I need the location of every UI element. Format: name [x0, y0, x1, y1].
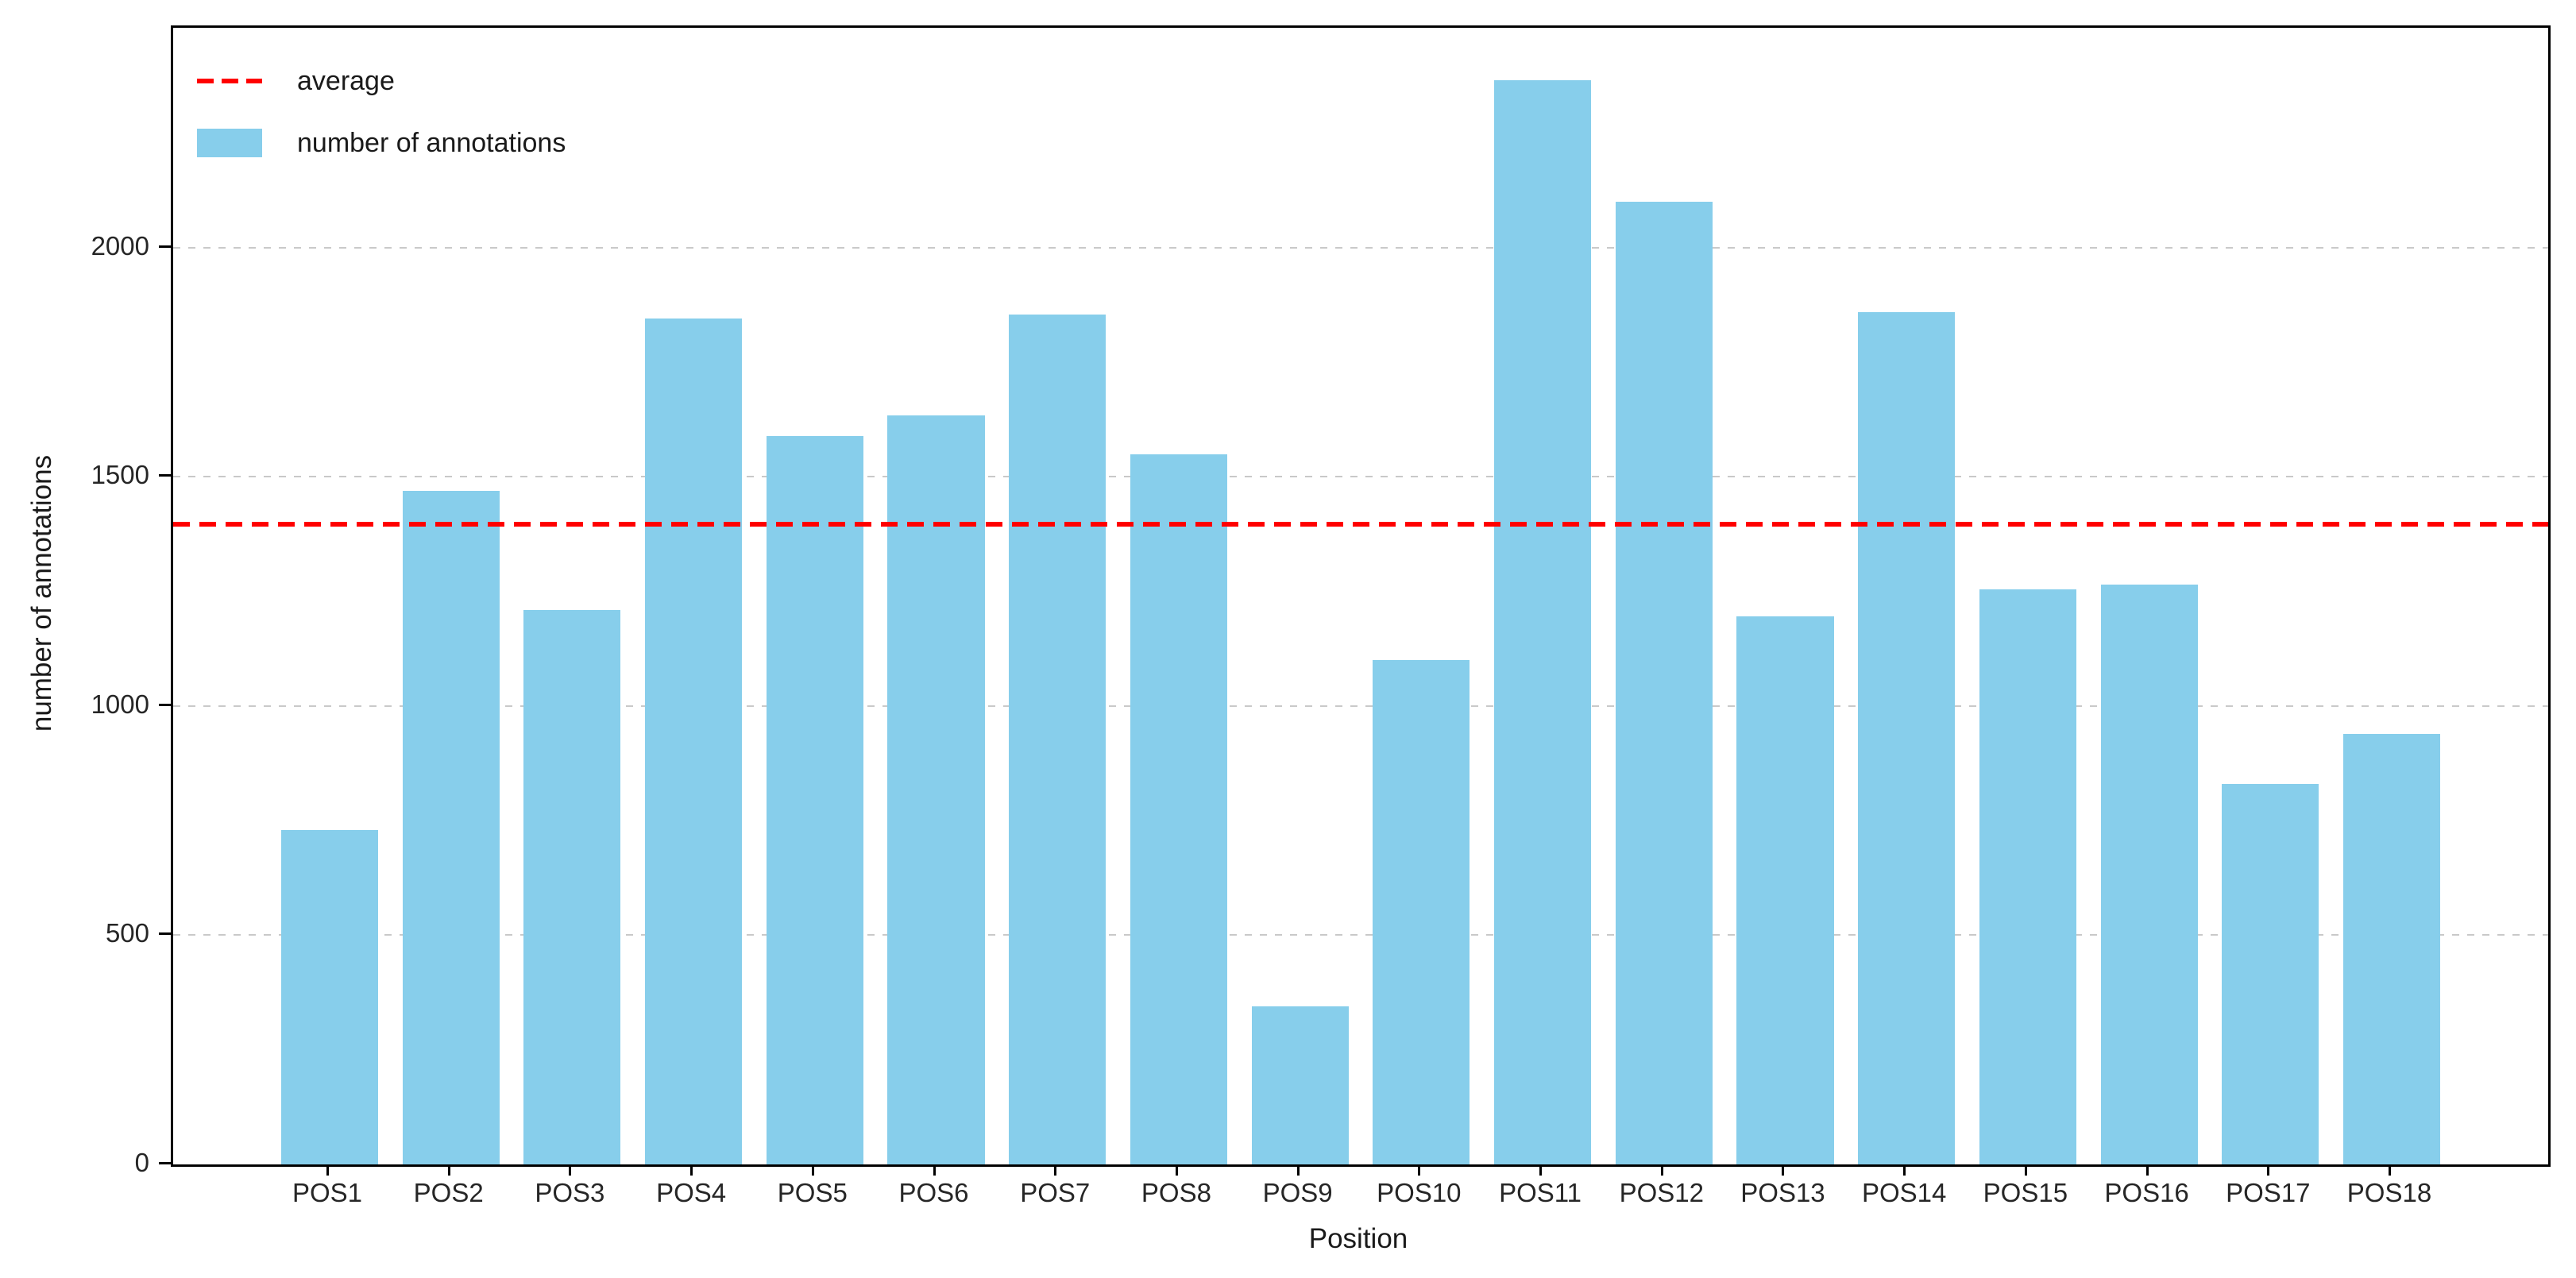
x-tick-label: POS16	[2104, 1178, 2189, 1207]
y-tick-label: 2000	[91, 230, 149, 261]
x-axis-tick	[1660, 1164, 1663, 1176]
bar-pos9	[1251, 1006, 1349, 1164]
plot-area: average number of annotations	[171, 25, 2551, 1167]
x-axis-tick	[2145, 1164, 2149, 1176]
x-tick-label: POS8	[1141, 1178, 1211, 1207]
legend: average number of annotations	[197, 50, 566, 174]
y-tick-label: 500	[105, 918, 149, 948]
gridline	[173, 705, 2548, 707]
x-axis-tick	[1903, 1164, 1906, 1176]
x-tick-label: POS7	[1020, 1178, 1091, 1207]
y-axis-tick	[159, 1162, 171, 1164]
x-axis-tick	[326, 1164, 329, 1176]
x-axis-tick	[811, 1164, 814, 1176]
x-tick-label: POS1	[292, 1178, 362, 1207]
bar-pos12	[1615, 202, 1713, 1164]
legend-patch-swatch	[197, 129, 262, 157]
average-line	[173, 521, 2548, 527]
x-tick-label: POS5	[777, 1178, 848, 1207]
x-axis-tick	[1054, 1164, 1057, 1176]
bar-pos6	[887, 415, 985, 1164]
bar-pos5	[766, 435, 863, 1164]
x-axis-tick	[447, 1164, 450, 1176]
x-tick-label: POS13	[1740, 1178, 1825, 1207]
x-axis-tick	[2267, 1164, 2270, 1176]
x-tick-label: POS12	[1619, 1178, 1704, 1207]
x-axis-tick	[2024, 1164, 2027, 1176]
legend-label: average	[297, 65, 395, 96]
x-axis-tick	[690, 1164, 693, 1176]
x-axis-tick	[1175, 1164, 1178, 1176]
x-axis-title: Position	[1308, 1223, 1408, 1254]
legend-item-annotations: number of annotations	[197, 112, 566, 174]
bar-pos17	[2222, 784, 2319, 1164]
y-axis-tick	[159, 245, 171, 248]
bar-pos16	[2100, 585, 2198, 1164]
y-tick-label: 1000	[91, 689, 149, 719]
legend-label: number of annotations	[297, 127, 566, 158]
x-tick-label: POS11	[1499, 1178, 1582, 1207]
x-tick-label: POS14	[1861, 1178, 1947, 1207]
y-axis-tick	[159, 703, 171, 706]
x-axis-tick	[1296, 1164, 1300, 1176]
bar-pos15	[1979, 589, 2076, 1164]
y-axis-tick	[159, 474, 171, 477]
x-tick-label: POS9	[1262, 1178, 1333, 1207]
legend-item-average: average	[197, 50, 566, 112]
x-axis-tick	[569, 1164, 572, 1176]
gridline	[173, 476, 2548, 478]
y-axis-title: number of annotations	[26, 454, 57, 732]
x-tick-label: POS4	[656, 1178, 727, 1207]
bar-pos2	[402, 490, 500, 1164]
x-axis-tick	[1782, 1164, 1785, 1176]
gridline	[173, 246, 2548, 249]
y-tick-label: 1500	[91, 460, 149, 490]
y-tick-label: 0	[134, 1148, 149, 1177]
bar-pos10	[1373, 660, 1470, 1164]
bar-pos13	[1736, 616, 1834, 1164]
x-tick-label: POS3	[535, 1178, 605, 1207]
y-axis-tick	[159, 932, 171, 936]
bar-pos18	[2342, 733, 2441, 1164]
bar-pos4	[645, 319, 743, 1164]
x-tick-label: POS2	[413, 1178, 484, 1207]
x-tick-label: POS6	[898, 1178, 969, 1207]
x-tick-label: POS15	[1983, 1178, 2068, 1207]
x-axis-tick	[933, 1164, 936, 1176]
gridline	[173, 934, 2548, 936]
bar-pos11	[1493, 80, 1592, 1164]
x-axis-tick	[2389, 1164, 2391, 1176]
bar-pos1	[280, 829, 379, 1164]
x-tick-label: POS10	[1377, 1178, 1462, 1207]
bar-pos3	[523, 609, 621, 1164]
bar-pos7	[1009, 314, 1106, 1164]
x-tick-label: POS18	[2346, 1178, 2432, 1207]
x-axis-tick	[1539, 1164, 1543, 1176]
x-tick-label: POS17	[2226, 1178, 2311, 1207]
bar-pos14	[1858, 311, 1956, 1164]
x-axis-tick	[1418, 1164, 1421, 1176]
bar-pos8	[1130, 454, 1227, 1164]
legend-dashed-line-swatch	[197, 79, 262, 83]
